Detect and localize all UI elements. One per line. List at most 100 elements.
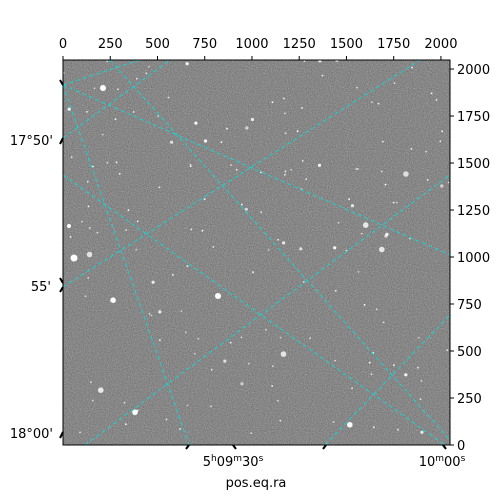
top-axis-tick-label: 1000: [235, 37, 268, 52]
star: [117, 88, 119, 91]
star: [309, 337, 312, 340]
star: [220, 141, 223, 144]
star: [240, 203, 243, 206]
star: [260, 211, 262, 214]
star: [425, 150, 427, 153]
star: [158, 186, 161, 189]
star: [360, 232, 363, 235]
ra-tick-label: 5h09m30s: [203, 454, 264, 470]
dec-tick: [59, 277, 64, 284]
star: [271, 385, 274, 387]
top-pixel-axis: 0 250 500 750 1000 1250 1500 1750 2000: [59, 37, 457, 60]
dec-grid-line: [63, 60, 171, 139]
star: [284, 173, 286, 176]
star: [135, 248, 138, 251]
bright-star: [100, 85, 106, 91]
star: [411, 66, 413, 69]
star: [87, 276, 90, 279]
top-axis-tick-label: 0: [59, 37, 67, 52]
left-dec-axis: 17°50' 55' 18°00': [10, 79, 64, 442]
star: [419, 398, 422, 401]
top-axis-tick-label: 750: [192, 37, 217, 52]
star: [277, 399, 279, 402]
star: [69, 236, 72, 238]
ra-tick: [322, 444, 327, 450]
star: [135, 77, 138, 80]
star: [101, 133, 104, 136]
star: [190, 228, 193, 231]
star: [420, 380, 423, 382]
star: [223, 359, 227, 363]
bright-star: [215, 293, 221, 299]
star: [379, 246, 385, 253]
stars-layer: [63, 60, 450, 435]
star: [98, 387, 104, 394]
star: [440, 184, 444, 188]
star: [370, 373, 373, 376]
right-axis-tick-label: 250: [457, 392, 482, 407]
star: [260, 171, 262, 174]
star: [90, 381, 92, 384]
star: [410, 148, 413, 150]
star: [179, 428, 181, 430]
star: [284, 112, 286, 115]
star: [212, 246, 215, 248]
star: [132, 409, 138, 416]
right-axis-tick-label: 1250: [457, 204, 490, 219]
top-axis-tick-label: 1250: [283, 37, 316, 52]
star: [439, 140, 442, 143]
star: [125, 423, 127, 426]
star: [230, 164, 232, 167]
star: [157, 115, 160, 117]
ra-tick: [185, 444, 190, 450]
x-axis-label: pos.eq.ra: [226, 476, 287, 491]
star: [87, 205, 90, 208]
star: [351, 387, 353, 390]
star: [186, 404, 189, 407]
star: [385, 232, 389, 236]
star: [372, 426, 375, 429]
star: [305, 178, 308, 181]
star: [123, 401, 126, 404]
top-axis-tick-label: 2000: [424, 37, 457, 52]
star: [301, 160, 304, 162]
right-axis-tick-label: 0: [457, 439, 465, 454]
ra-tick: [232, 444, 237, 450]
star: [447, 181, 450, 184]
star: [282, 241, 286, 245]
dec-tick: [59, 137, 64, 145]
right-pixel-axis: 0 250 500 750 1000 1250 1500 1750 2000: [450, 63, 490, 454]
top-axis-tick-label: 1500: [330, 37, 363, 52]
star: [271, 101, 274, 104]
ra-grid-line: [63, 174, 446, 445]
star: [145, 72, 148, 75]
star: [317, 163, 322, 167]
star: [350, 204, 355, 208]
star: [377, 102, 380, 105]
star: [280, 351, 287, 357]
dec-grid-line: [63, 60, 421, 288]
star: [151, 280, 155, 284]
star: [114, 118, 117, 121]
star: [252, 271, 254, 274]
right-axis-tick-label: 750: [457, 298, 482, 313]
star: [418, 336, 420, 339]
star: [229, 341, 232, 344]
star: [397, 428, 399, 431]
star: [79, 431, 81, 434]
star: [203, 139, 208, 143]
right-axis-tick-label: 1500: [457, 157, 490, 172]
star: [392, 201, 395, 204]
star: [81, 220, 83, 223]
star: [67, 107, 71, 111]
star: [302, 281, 305, 283]
star: [136, 220, 139, 223]
star: [381, 140, 384, 143]
star: [86, 111, 88, 113]
bottom-ra-axis: 5h09m30s 10m00s: [185, 444, 466, 470]
star: [446, 349, 449, 351]
star: [430, 92, 433, 95]
star: [337, 221, 340, 224]
star: [393, 82, 396, 84]
top-axis-tick-label: 1750: [377, 37, 410, 52]
